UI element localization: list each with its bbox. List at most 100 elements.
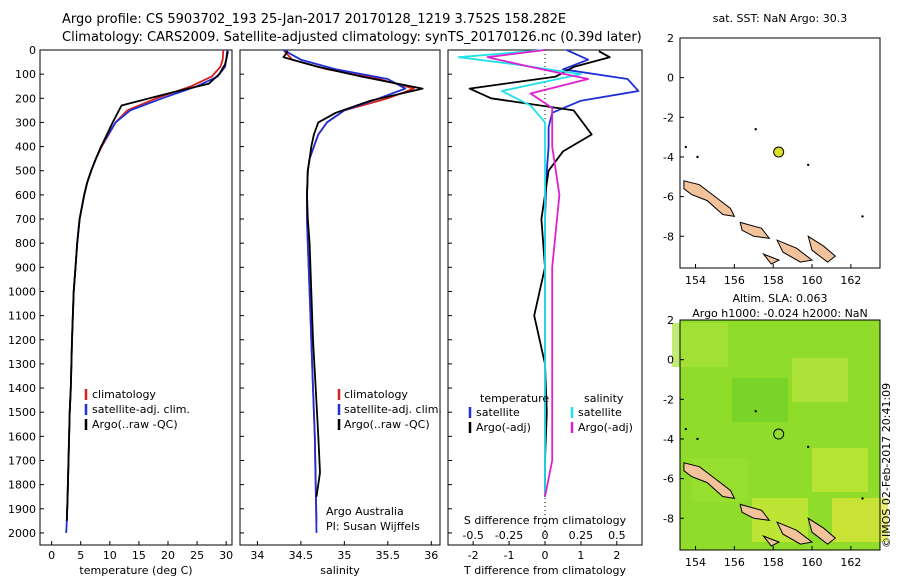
depth-tick-label: 800 <box>15 237 36 250</box>
sla-patch <box>792 358 848 402</box>
float-location-marker <box>773 146 785 158</box>
salinity-axis-label: salinity <box>320 564 360 577</box>
land-polygon <box>739 221 771 239</box>
latitude-tick-label: -8 <box>663 512 674 525</box>
island-speck <box>754 128 757 131</box>
land-polygon <box>683 180 736 218</box>
land-polygon <box>776 521 814 545</box>
latitude-tick-label: 2 <box>667 32 674 45</box>
longitude-tick-label: 154 <box>685 274 706 287</box>
longitude-tick-label: 162 <box>840 556 861 569</box>
temperature-tick-label: 10 <box>103 549 117 562</box>
salinity-plot-frame <box>239 49 441 546</box>
difference-legend-label: Argo(-adj) <box>578 421 633 434</box>
temperature-axis-label: temperature (deg C) <box>79 564 192 577</box>
temperature-tick-label: 25 <box>190 549 204 562</box>
depth-tick-label: 1800 <box>8 479 36 492</box>
difference-legend-label: satellite <box>476 406 520 419</box>
depth-tick-label: 500 <box>15 165 36 178</box>
salinity-difference-tick-label: 0 <box>542 529 549 542</box>
difference-legend-label: Argo(-adj) <box>476 421 531 434</box>
island-speck <box>684 145 688 149</box>
difference-legend-heading: salinity <box>584 392 624 405</box>
depth-tick-label: 900 <box>15 261 36 274</box>
latitude-tick-label: -8 <box>663 230 674 243</box>
salinity-difference-tick-label: 0.5 <box>608 529 626 542</box>
latitude-tick-label: -6 <box>663 191 674 204</box>
salinity-series-satellite-adj-clim- <box>283 49 407 533</box>
salinity-difference-tick-label: -0.25 <box>495 529 523 542</box>
island-speck <box>806 445 810 449</box>
salinity-difference-axis-label: S difference from climatology <box>464 514 627 527</box>
longitude-tick-label: 158 <box>763 556 784 569</box>
depth-tick-label: 1700 <box>8 454 36 467</box>
sla-patch <box>812 448 868 492</box>
island-speck <box>684 427 688 431</box>
temperature-difference-axis-label: T difference from climatology <box>463 564 626 577</box>
latitude-tick-label: 0 <box>667 354 674 367</box>
difference-series-salinity-argo-adj- <box>486 49 589 497</box>
island-speck <box>754 410 757 413</box>
latitude-tick-label: -4 <box>663 151 674 164</box>
temperature-difference-tick-label: 2 <box>613 549 620 562</box>
temperature-plot-frame <box>39 49 233 546</box>
depth-tick-label: 1000 <box>8 285 36 298</box>
depth-tick-label: 1500 <box>8 406 36 419</box>
island-speck <box>696 437 699 441</box>
temperature-tick-label: 20 <box>161 549 175 562</box>
sla-map-title: Argo h1000: -0.024 h2000: NaN <box>692 307 868 320</box>
sla-map-title: Altim. SLA: 0.063 <box>732 292 827 305</box>
longitude-tick-label: 154 <box>685 556 706 569</box>
salinity-legend-label: climatology <box>344 388 408 401</box>
temperature-legend-label: satellite-adj. clim. <box>92 403 190 416</box>
temperature-tick-label: 30 <box>219 549 233 562</box>
depth-tick-label: 200 <box>15 92 36 105</box>
depth-tick-label: 600 <box>15 189 36 202</box>
land-polygon <box>761 534 781 547</box>
island-speck <box>696 155 699 159</box>
depth-tick-label: 1400 <box>8 382 36 395</box>
salinity-tick-label: 35.5 <box>376 549 401 562</box>
longitude-tick-label: 160 <box>802 274 823 287</box>
salinity-legend-label: Argo(..raw -QC) <box>344 418 430 431</box>
temperature-tick-label: 15 <box>132 549 146 562</box>
latitude-tick-label: -6 <box>663 473 674 486</box>
sst-map-frame <box>679 37 881 269</box>
temperature-difference-tick-label: 1 <box>577 549 584 562</box>
temperature-series-satellite-adj-clim- <box>65 49 229 533</box>
salinity-annotation-text: Argo Australia <box>326 505 404 518</box>
land-polygon <box>807 517 837 545</box>
salinity-tick-label: 34 <box>250 549 264 562</box>
figure-title-line-2: Climatology: CARS2009. Satellite-adjuste… <box>62 30 642 45</box>
temperature-difference-tick-label: 0 <box>542 549 549 562</box>
imos-signature: ©IMOS 02-Feb-2017 20:41:09 <box>880 382 893 548</box>
figure-title-line-1: Argo profile: CS 5903702_193 25-Jan-2017… <box>62 12 567 27</box>
salinity-difference-tick-label: 0.25 <box>569 529 594 542</box>
depth-tick-label: 1100 <box>8 310 36 323</box>
salinity-series-argo <box>282 50 424 497</box>
island-speck <box>861 497 864 500</box>
salinity-tick-label: 35 <box>337 549 351 562</box>
longitude-tick-label: 156 <box>724 556 745 569</box>
depth-tick-label: 700 <box>15 213 36 226</box>
depth-tick-label: 0 <box>29 44 36 57</box>
difference-legend-label: satellite <box>578 406 622 419</box>
salinity-tick-label: 34.5 <box>289 549 314 562</box>
temperature-tick-label: 5 <box>77 549 84 562</box>
depth-tick-label: 300 <box>15 116 36 129</box>
depth-tick-label: 100 <box>15 68 36 81</box>
temperature-series-argo <box>65 51 229 521</box>
temperature-series-climatology <box>65 49 225 521</box>
depth-tick-label: 1200 <box>8 334 36 347</box>
sst-map-title: sat. SST: NaN Argo: 30.3 <box>713 12 847 25</box>
depth-tick-label: 400 <box>15 141 36 154</box>
salinity-annotation-text: PI: Susan Wijffels <box>326 520 420 533</box>
temperature-difference-tick-label: -1 <box>504 549 515 562</box>
longitude-tick-label: 160 <box>802 556 823 569</box>
latitude-tick-label: -4 <box>663 433 674 446</box>
temperature-legend-label: climatology <box>92 388 156 401</box>
land-polygon <box>739 503 771 521</box>
latitude-tick-label: -2 <box>663 393 674 406</box>
salinity-legend-label: satellite-adj. clim. <box>344 403 442 416</box>
